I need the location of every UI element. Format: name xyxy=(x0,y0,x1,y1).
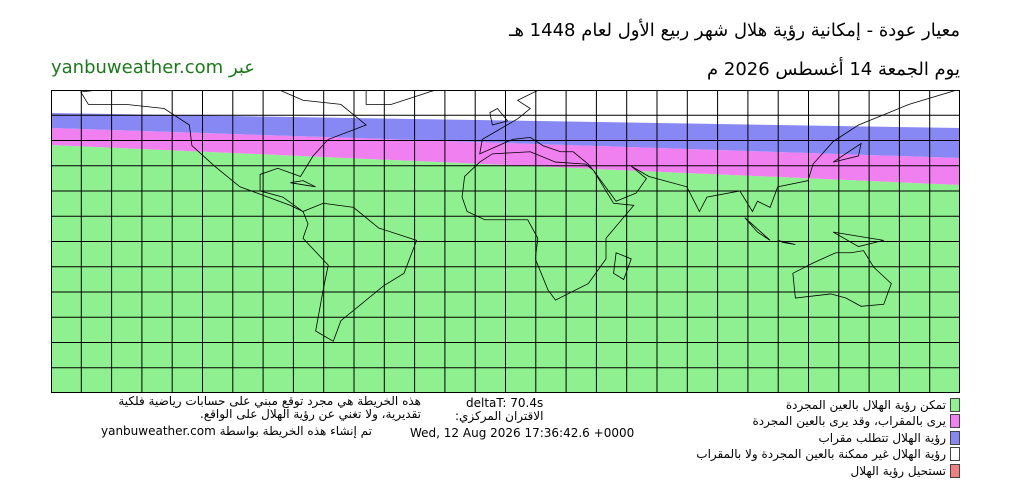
legend-item: رؤية الهلال غير ممكنة بالعين المجردة ولا… xyxy=(696,447,960,462)
legend-item: تستحيل رؤية الهلال xyxy=(850,463,960,478)
legend-label: تستحيل رؤية الهلال xyxy=(850,463,946,478)
legend-item: يرى بالمقراب، وقد يرى بالعين المجردة xyxy=(752,414,960,429)
coastline xyxy=(744,217,771,241)
disclaimer: هذه الخريطة هي مجرد توقع مبني على حسابات… xyxy=(51,395,421,421)
legend-label: رؤية الهلال تتطلب مقراب xyxy=(818,430,946,445)
legend-swatch xyxy=(950,397,960,412)
legend-item: رؤية الهلال تتطلب مقراب xyxy=(818,430,960,445)
coastline xyxy=(833,231,884,247)
coastline xyxy=(290,180,316,188)
disclaimer-line: هذه الخريطة هي مجرد توقع مبني على حسابات… xyxy=(118,394,421,408)
credit: تم إنشاء هذه الخريطة بواسطة yanbuweather… xyxy=(101,424,372,438)
map xyxy=(51,90,960,393)
legend-label: رؤية الهلال غير ممكنة بالعين المجردة ولا… xyxy=(696,447,946,461)
coastline xyxy=(365,90,437,105)
map-frame xyxy=(51,90,960,393)
coastline xyxy=(489,108,509,126)
legend-label: تمكن رؤية الهلال بالعين المجردة xyxy=(785,397,946,412)
title: معيار عودة - إمكانية رؤية هلال شهر ربيع … xyxy=(509,20,960,41)
coastline xyxy=(833,142,862,163)
coastline xyxy=(302,202,418,342)
date: يوم الجمعة 14 أغسطس 2026 م xyxy=(707,59,960,80)
legend-swatch xyxy=(950,447,960,461)
legend-label: يرى بالمقراب، وقد يرى بالعين المجردة xyxy=(752,414,946,428)
legend-swatch xyxy=(950,414,960,428)
coastline xyxy=(792,250,892,307)
coastline xyxy=(479,90,958,213)
site: عبر yanbuweather.com xyxy=(51,57,256,78)
conjunction-time: Wed, 12 Aug 2026 17:36:42.6 +0000 xyxy=(410,426,635,440)
legend-item: تمكن رؤية الهلال بالعين المجردة xyxy=(786,397,960,412)
legend-swatch xyxy=(950,430,960,445)
conjunction-label: الاقتران المركزي: xyxy=(455,409,544,423)
delta-t: deltaT: 70.4s xyxy=(466,396,544,410)
disclaimer-line: تقديرية، ولا تغني عن رؤية الهلال على الو… xyxy=(199,407,421,421)
legend-swatch xyxy=(950,463,960,478)
